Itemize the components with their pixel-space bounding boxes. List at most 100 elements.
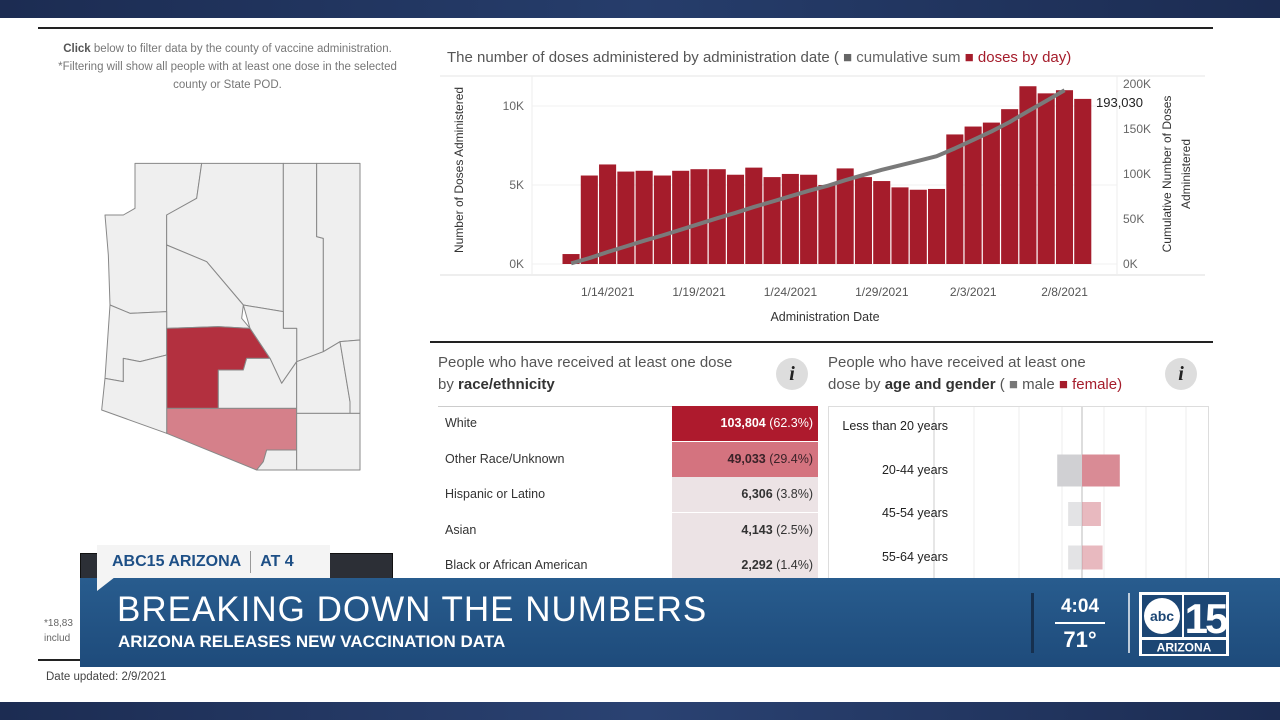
daily-dose-bar [1037, 93, 1055, 264]
race-row[interactable]: Other Race/Unknown 49,033 (29.4%) [438, 441, 818, 477]
legend-male-swatch: ■ [1008, 376, 1023, 393]
race-label: White [445, 416, 477, 430]
daily-dose-bar [599, 164, 617, 264]
daily-dose-bar [891, 187, 909, 264]
daily-dose-bar [562, 254, 580, 264]
daily-dose-bar [1019, 86, 1037, 264]
race-pct: (29.4%) [769, 451, 813, 466]
race-label: Hispanic or Latino [445, 487, 546, 501]
date-updated-label: Date updated: [46, 671, 119, 683]
daily-dose-bar [1055, 90, 1074, 264]
county-santa-cruz[interactable] [256, 449, 298, 471]
cumulative-end-label: 193,030 [1096, 95, 1143, 110]
daily-dose-bar [745, 167, 763, 264]
x-tick-label: 2/3/2021 [950, 285, 997, 299]
tab-pointer [97, 577, 115, 591]
age-category-label: Less than 20 years [842, 419, 948, 433]
female-bar [1082, 545, 1103, 570]
y-tick-label: 0K [509, 257, 524, 271]
race-row[interactable]: White 103,804 (62.3%) [438, 406, 818, 441]
footnote-line-1: *18,83 [44, 618, 73, 629]
daily-dose-bar [653, 175, 671, 264]
race-row[interactable]: Hispanic or Latino 6,306 (3.8%) [438, 477, 818, 512]
age-panel-title: People who have received at least one do… [828, 354, 1123, 393]
daily-dose-bar [580, 175, 598, 264]
clock: 4:04 [1060, 596, 1100, 617]
race-label: Black or African American [445, 558, 588, 572]
race-row[interactable]: Black or African American 2,292 (1.4%) [438, 548, 818, 583]
race-label: Asian [445, 522, 477, 537]
logo-divider [1128, 593, 1130, 653]
race-value-cell: 49,033 (29.4%) [672, 441, 818, 477]
race-value-cell: 6,306 (3.8%) [672, 477, 818, 512]
daily-dose-bar [818, 185, 836, 264]
daily-dose-bar [836, 168, 854, 264]
instruction-bold: Click [63, 43, 91, 55]
tab-show: AT 4 [260, 553, 294, 570]
daily-dose-bar [982, 122, 1000, 264]
x-tick-label: 1/24/2021 [764, 285, 818, 299]
daily-dose-bar [964, 126, 982, 264]
age-info-icon[interactable]: i [1165, 358, 1197, 390]
legend-male: male [1022, 376, 1055, 393]
age-gender-chart [828, 406, 1209, 585]
race-count: 103,804 [720, 416, 766, 430]
abc15-logo: abc 15 ARIZONA [1139, 592, 1230, 656]
race-count: 6,306 [741, 487, 773, 501]
date-updated: Date updated: 2/9/2021 [46, 671, 166, 683]
y-axis-title: Number of Doses Administered [452, 87, 466, 253]
race-info-icon[interactable]: i [776, 358, 808, 390]
race-pct: (62.3%) [769, 416, 813, 430]
map-footnote: *18,83 includ [44, 616, 73, 646]
female-bar [1082, 502, 1101, 526]
y2-tick-label: 100K [1123, 167, 1151, 181]
top-divider [38, 27, 1213, 29]
subheadline: ARIZONA RELEASES NEW VACCINATION DATA [118, 632, 506, 651]
broadcast-top-bar [0, 0, 1280, 18]
clock-divider [1055, 622, 1105, 624]
race-table-top-border [438, 406, 818, 407]
y2-axis-title-line1: Cumulative Number of Doses [1160, 96, 1174, 253]
race-count: 49,033 [727, 451, 766, 466]
y2-tick-label: 200K [1123, 77, 1151, 91]
x-tick-label: 1/29/2021 [855, 285, 909, 299]
male-bar [1068, 502, 1082, 526]
age-category-label: 20-44 years [881, 462, 948, 477]
race-pct: (3.8%) [776, 487, 813, 501]
race-count: 2,292 [741, 558, 773, 572]
daily-dose-bar [1001, 109, 1019, 264]
race-row[interactable]: Asian 4,143 (2.5%) [438, 512, 818, 548]
daily-dose-bar [928, 188, 946, 264]
y2-axis-title-line2: Administered [1179, 139, 1193, 209]
race-count: 4,143 [741, 522, 773, 537]
arizona-county-map[interactable] [90, 155, 370, 475]
female-bar [1082, 454, 1120, 487]
legend-female: female) [1072, 376, 1123, 393]
county-cochise[interactable] [296, 412, 361, 471]
county-yuma[interactable] [101, 354, 168, 434]
daily-dose-bar [726, 174, 745, 264]
logo-market: ARIZONA [1157, 641, 1212, 655]
y-tick-label: 5K [509, 178, 524, 192]
footnote-line-2: includ [44, 633, 71, 644]
county-apache[interactable] [316, 162, 361, 353]
daily-dose-bar [873, 181, 891, 264]
show-tab: ABC15 ARIZONA AT 4 [97, 545, 330, 578]
race-pct: (2.5%) [776, 522, 813, 537]
y2-tick-label: 50K [1123, 212, 1144, 226]
broadcast-bottom-bar [0, 702, 1280, 720]
instruction-note: *Filtering will show all people with at … [58, 61, 397, 91]
race-value-cell: 2,292 (1.4%) [672, 548, 818, 583]
daily-dose-bar [854, 177, 872, 264]
daily-dose-bar [635, 170, 653, 264]
daily-dose-bar [763, 177, 781, 264]
race-label: Other Race/Unknown [445, 451, 565, 466]
x-tick-label: 2/8/2021 [1041, 285, 1088, 299]
male-bar [1068, 545, 1082, 570]
age-category-label: 55-64 years [881, 549, 948, 564]
logo-channel: 15 [1185, 595, 1228, 642]
y2-tick-label: 150K [1123, 122, 1151, 136]
section-divider [430, 341, 1213, 343]
legend-female-swatch: ■ [1054, 376, 1073, 393]
map-instructions: Click below to filter data by the county… [40, 40, 415, 94]
